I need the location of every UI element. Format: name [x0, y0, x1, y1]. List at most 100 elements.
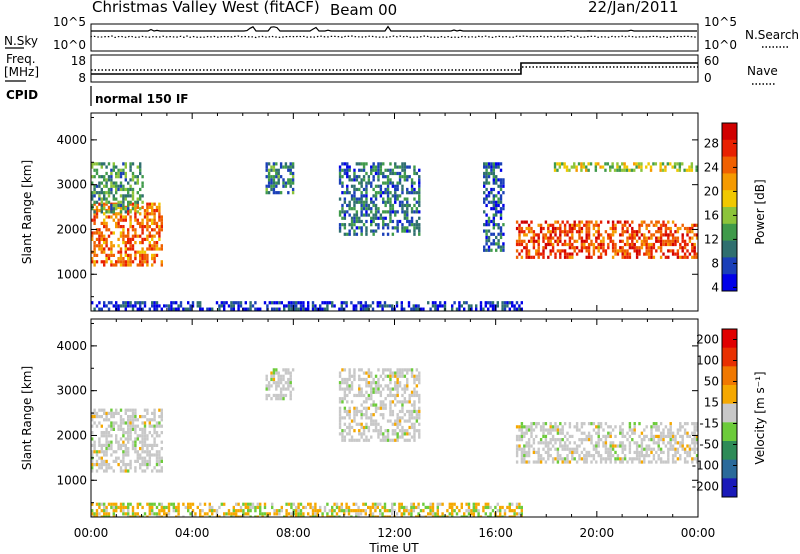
heatmap-cell: [331, 509, 334, 513]
heatmap-cell: [667, 428, 670, 432]
heatmap-cell: [623, 249, 627, 253]
heatmap-cell: [647, 223, 651, 227]
nave-label: Nave: [747, 64, 778, 78]
heatmap-cell: [249, 515, 252, 517]
heatmap-cell: [160, 260, 163, 264]
nave-line: [91, 66, 698, 71]
heatmap-cell: [124, 263, 127, 267]
heatmap-cell: [645, 425, 648, 429]
freq-label-line1: Freq.: [6, 52, 36, 66]
heatmap-cell: [129, 194, 132, 198]
heatmap-cell: [415, 393, 419, 398]
heatmap-cell: [487, 171, 491, 176]
heatmap-cell: [532, 428, 536, 432]
heatmap-cell: [391, 219, 395, 224]
heatmap-cell: [681, 249, 684, 253]
heatmap-cell: [553, 165, 557, 169]
heatmap-cell: [662, 223, 665, 227]
time-axis-ticks: 00:00 04:00 08:00 12:00 16:00 20:00 00:00: [74, 526, 716, 540]
heatmap-cell: [412, 307, 415, 311]
heatmap-cell: [628, 428, 632, 432]
heatmap-cell: [487, 175, 491, 179]
heatmap-cell: [265, 377, 268, 382]
heatmap-cell: [160, 505, 163, 510]
heatmap-cell: [350, 381, 354, 385]
heatmap-cell: [398, 505, 401, 510]
heatmap-cell: [664, 425, 668, 429]
heatmap-cell: [122, 197, 125, 201]
heatmap-cell: [383, 515, 387, 517]
heatmap-cell: [413, 403, 416, 407]
heatmap-cell: [563, 252, 567, 256]
heatmap-cell: [499, 213, 503, 217]
heatmap-cell: [410, 191, 414, 195]
heatmap-cell: [295, 512, 298, 516]
heatmap-cell: [415, 384, 419, 388]
heatmap-cell: [370, 197, 373, 201]
heatmap-cell: [117, 260, 120, 264]
heatmap-cell: [547, 230, 550, 234]
heatmap-cell: [518, 239, 521, 243]
heatmap-cell: [448, 512, 451, 516]
heatmap-cell: [346, 210, 349, 214]
y-tick-label: 3000: [56, 384, 87, 398]
heatmap-cell: [256, 515, 259, 517]
heatmap-cell: [127, 427, 130, 431]
heatmap-cell: [671, 431, 675, 435]
heatmap-cell: [659, 223, 663, 227]
heatmap-cell: [199, 307, 202, 311]
heatmap-cell: [578, 220, 581, 224]
heatmap-cell: [175, 515, 178, 517]
heatmap-cell: [544, 460, 548, 464]
heatmap-cell: [107, 253, 111, 257]
heatmap-cell: [341, 191, 344, 195]
heatmap-cell: [413, 422, 416, 426]
heatmap-cell: [532, 447, 536, 451]
heatmap-cell: [389, 371, 392, 375]
heatmap-cell: [691, 438, 694, 442]
heatmap-cell: [353, 203, 356, 208]
heatmap-cell: [365, 377, 368, 382]
heatmap-cell: [518, 226, 521, 231]
heatmap-cell: [683, 252, 687, 256]
heatmap-cell: [408, 229, 411, 233]
heatmap-cell: [365, 213, 368, 217]
heatmap-cell: [691, 447, 694, 451]
heatmap-cell: [410, 181, 414, 185]
heatmap-cell: [619, 249, 622, 253]
heatmap-cell: [353, 368, 356, 372]
heatmap-cell: [134, 175, 137, 179]
heatmap-cell: [379, 393, 383, 398]
heatmap-cell: [95, 502, 99, 506]
heatmap-cell: [95, 512, 99, 516]
heatmap-cell: [518, 304, 521, 308]
heatmap-cell: [103, 250, 106, 254]
heatmap-cell: [415, 304, 418, 308]
heatmap-cell: [153, 304, 156, 308]
heatmap-cell: [371, 301, 375, 305]
heatmap-cell: [103, 411, 106, 415]
heatmap-cell: [371, 502, 375, 506]
heatmap-cell: [105, 446, 108, 451]
heatmap-cell: [643, 220, 646, 224]
heatmap-cell: [384, 200, 387, 204]
heatmap-cell: [394, 194, 397, 198]
heatmap-cell: [189, 505, 192, 510]
heatmap-cell: [495, 162, 498, 166]
heatmap-cell: [129, 462, 132, 467]
heatmap-cell: [249, 502, 252, 506]
heatmap-cell: [95, 459, 99, 463]
heatmap-cell: [490, 248, 493, 252]
heatmap-cell: [151, 228, 154, 232]
heatmap-cell: [136, 197, 139, 201]
heatmap-cell: [497, 162, 500, 166]
heatmap-cell: [499, 162, 503, 166]
heatmap-cell: [98, 440, 101, 444]
heatmap-cell: [619, 428, 622, 432]
heatmap-cell: [621, 233, 624, 237]
heatmap-cell: [633, 249, 636, 253]
heatmap-cell: [374, 505, 377, 510]
heatmap-cell: [382, 400, 385, 404]
heatmap-cell: [107, 512, 111, 516]
heatmap-cell: [272, 191, 276, 195]
